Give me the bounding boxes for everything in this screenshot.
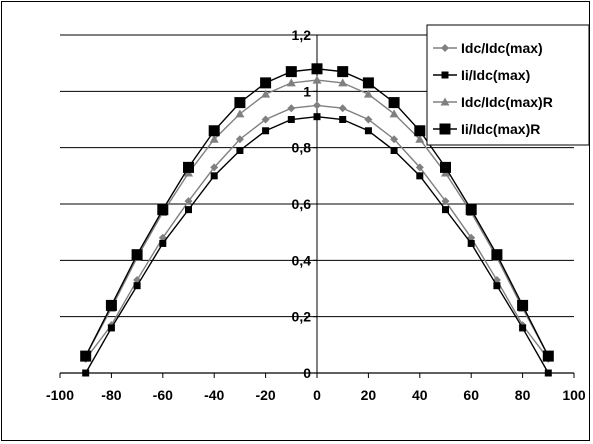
- data-point-square: [80, 350, 92, 362]
- data-point-square: [105, 299, 117, 311]
- data-point-square: [159, 239, 167, 247]
- y-tick-label: 0,8: [292, 140, 312, 156]
- data-point-diamond: [287, 104, 296, 113]
- data-point-diamond: [441, 44, 449, 52]
- data-point-square: [285, 66, 297, 78]
- data-point-square: [519, 324, 527, 332]
- legend-label: Ii/Idc(max)R: [461, 121, 540, 137]
- data-point-square: [440, 161, 451, 173]
- data-point-square: [544, 369, 552, 377]
- x-tick-label: 60: [463, 387, 479, 403]
- data-point-square: [517, 299, 529, 311]
- y-tick-label: 0,2: [292, 309, 312, 325]
- data-point-triangle: [209, 134, 219, 143]
- data-point-square: [133, 282, 141, 290]
- data-point-square: [157, 204, 169, 216]
- x-tick-label: 40: [412, 387, 428, 403]
- data-point-square: [185, 206, 192, 214]
- data-point-diamond: [261, 115, 270, 124]
- legend-entry: Idc/Idc(max)R: [433, 94, 553, 110]
- series-4: [80, 63, 554, 362]
- data-point-square: [467, 239, 475, 247]
- x-tick-label: -100: [46, 387, 74, 403]
- x-tick-label: 80: [515, 387, 531, 403]
- legend-entry: Ii/Idc(max)R: [433, 121, 540, 137]
- legend-label: Idc/Idc(max): [461, 40, 543, 56]
- y-tick-label: 1,2: [292, 27, 312, 43]
- data-point-square: [337, 66, 349, 78]
- data-point-square: [441, 71, 449, 79]
- data-point-square: [107, 324, 115, 332]
- data-point-diamond: [235, 135, 244, 144]
- data-point-square: [416, 172, 424, 180]
- data-point-square: [442, 206, 449, 214]
- data-point-square: [236, 146, 244, 154]
- legend-label: Ii/Idc(max): [461, 67, 530, 83]
- data-point-triangle: [389, 109, 399, 118]
- data-point-square: [287, 116, 295, 123]
- legend-label: Idc/Idc(max)R: [461, 94, 553, 110]
- data-point-square: [493, 282, 501, 290]
- data-point-square: [465, 204, 477, 216]
- data-point-diamond: [415, 163, 424, 172]
- y-tick-label: 1: [303, 83, 311, 99]
- data-point-square: [262, 127, 270, 135]
- data-point-triangle: [415, 134, 425, 143]
- data-point-diamond: [184, 197, 193, 206]
- x-tick-label: 0: [313, 387, 321, 403]
- data-point-diamond: [313, 101, 321, 110]
- data-point-triangle: [338, 78, 348, 87]
- data-point-square: [364, 127, 372, 135]
- x-tick-label: -40: [204, 387, 224, 403]
- series-lines: [80, 63, 554, 377]
- legend-entry: Ii/Idc(max): [433, 67, 530, 83]
- data-point-diamond: [210, 163, 219, 172]
- legend-entry: Idc/Idc(max): [433, 40, 543, 56]
- data-point-diamond: [338, 104, 347, 113]
- data-point-diamond: [390, 135, 399, 144]
- data-point-square: [439, 123, 451, 135]
- data-point-triangle: [286, 78, 296, 87]
- x-tick-label: 20: [361, 387, 377, 403]
- data-point-triangle: [440, 97, 450, 106]
- data-point-square: [390, 146, 398, 154]
- data-point-square: [234, 97, 246, 109]
- data-point-square: [183, 161, 194, 173]
- legend: Idc/Idc(max) Ii/Idc(max) Idc/Idc(max)R Ii/I…: [426, 24, 590, 146]
- data-point-square: [313, 113, 321, 121]
- x-tick-label: -20: [255, 387, 275, 403]
- series-2: [82, 113, 552, 377]
- data-point-diamond: [441, 197, 450, 206]
- axes: 00,20,40,60,811,2-100 -80 -60 -40 -20 0 20 40 60…: [46, 27, 586, 403]
- data-point-triangle: [312, 75, 322, 84]
- x-tick-label: 100: [562, 387, 586, 403]
- data-point-square: [210, 172, 218, 180]
- data-point-square: [362, 77, 374, 89]
- data-point-triangle: [261, 89, 271, 98]
- data-point-triangle: [363, 89, 373, 98]
- data-point-square: [131, 249, 143, 261]
- data-point-square: [208, 125, 220, 137]
- x-tick-label: -60: [153, 387, 173, 403]
- data-point-square: [491, 249, 503, 261]
- y-tick-label: 0,6: [292, 196, 312, 212]
- data-point-square: [260, 77, 272, 89]
- x-tick-label: -80: [101, 387, 121, 403]
- data-point-square: [542, 350, 554, 362]
- data-point-square: [414, 125, 426, 137]
- data-point-triangle: [235, 109, 245, 118]
- data-point-square: [339, 116, 347, 123]
- data-point-square: [82, 369, 90, 377]
- data-point-square: [388, 97, 400, 109]
- y-tick-label: 0,4: [292, 252, 312, 268]
- data-point-square: [311, 63, 323, 75]
- legend-box: [426, 24, 590, 146]
- data-point-diamond: [364, 115, 373, 124]
